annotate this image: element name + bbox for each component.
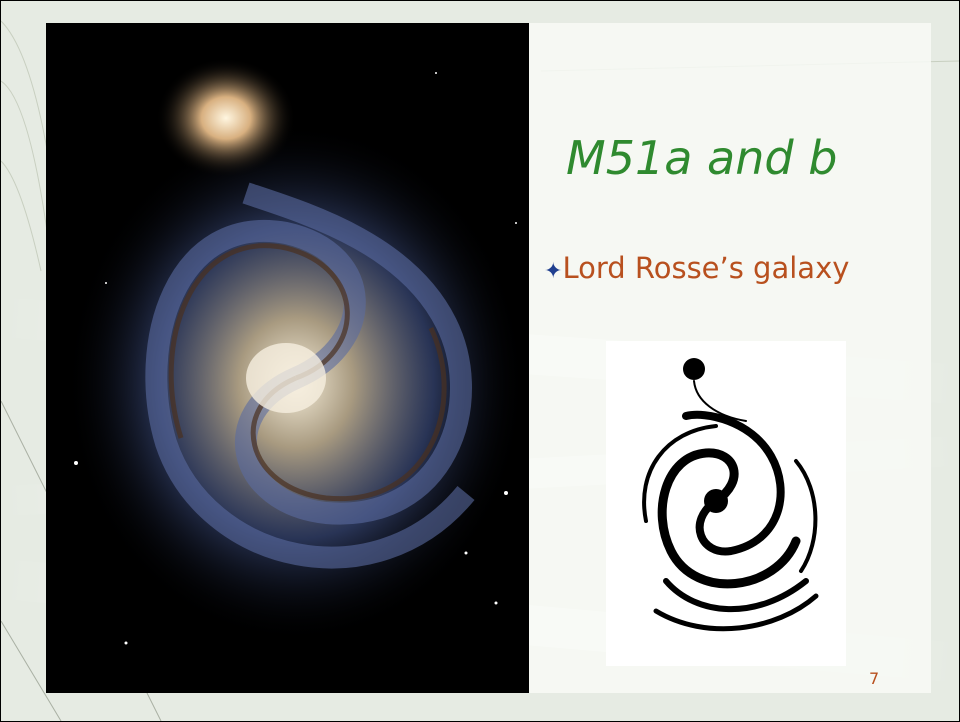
bullet: ✦Lord Rosse’s galaxy bbox=[544, 249, 876, 291]
bullet-text: Lord Rosse’s galaxy bbox=[562, 251, 850, 285]
slide-title: M51a and b bbox=[566, 131, 838, 185]
galaxy-photo bbox=[46, 23, 529, 693]
rosse-sketch bbox=[606, 341, 846, 666]
bullet-star: ✦ bbox=[544, 259, 563, 284]
page-number: 7 bbox=[869, 669, 880, 688]
